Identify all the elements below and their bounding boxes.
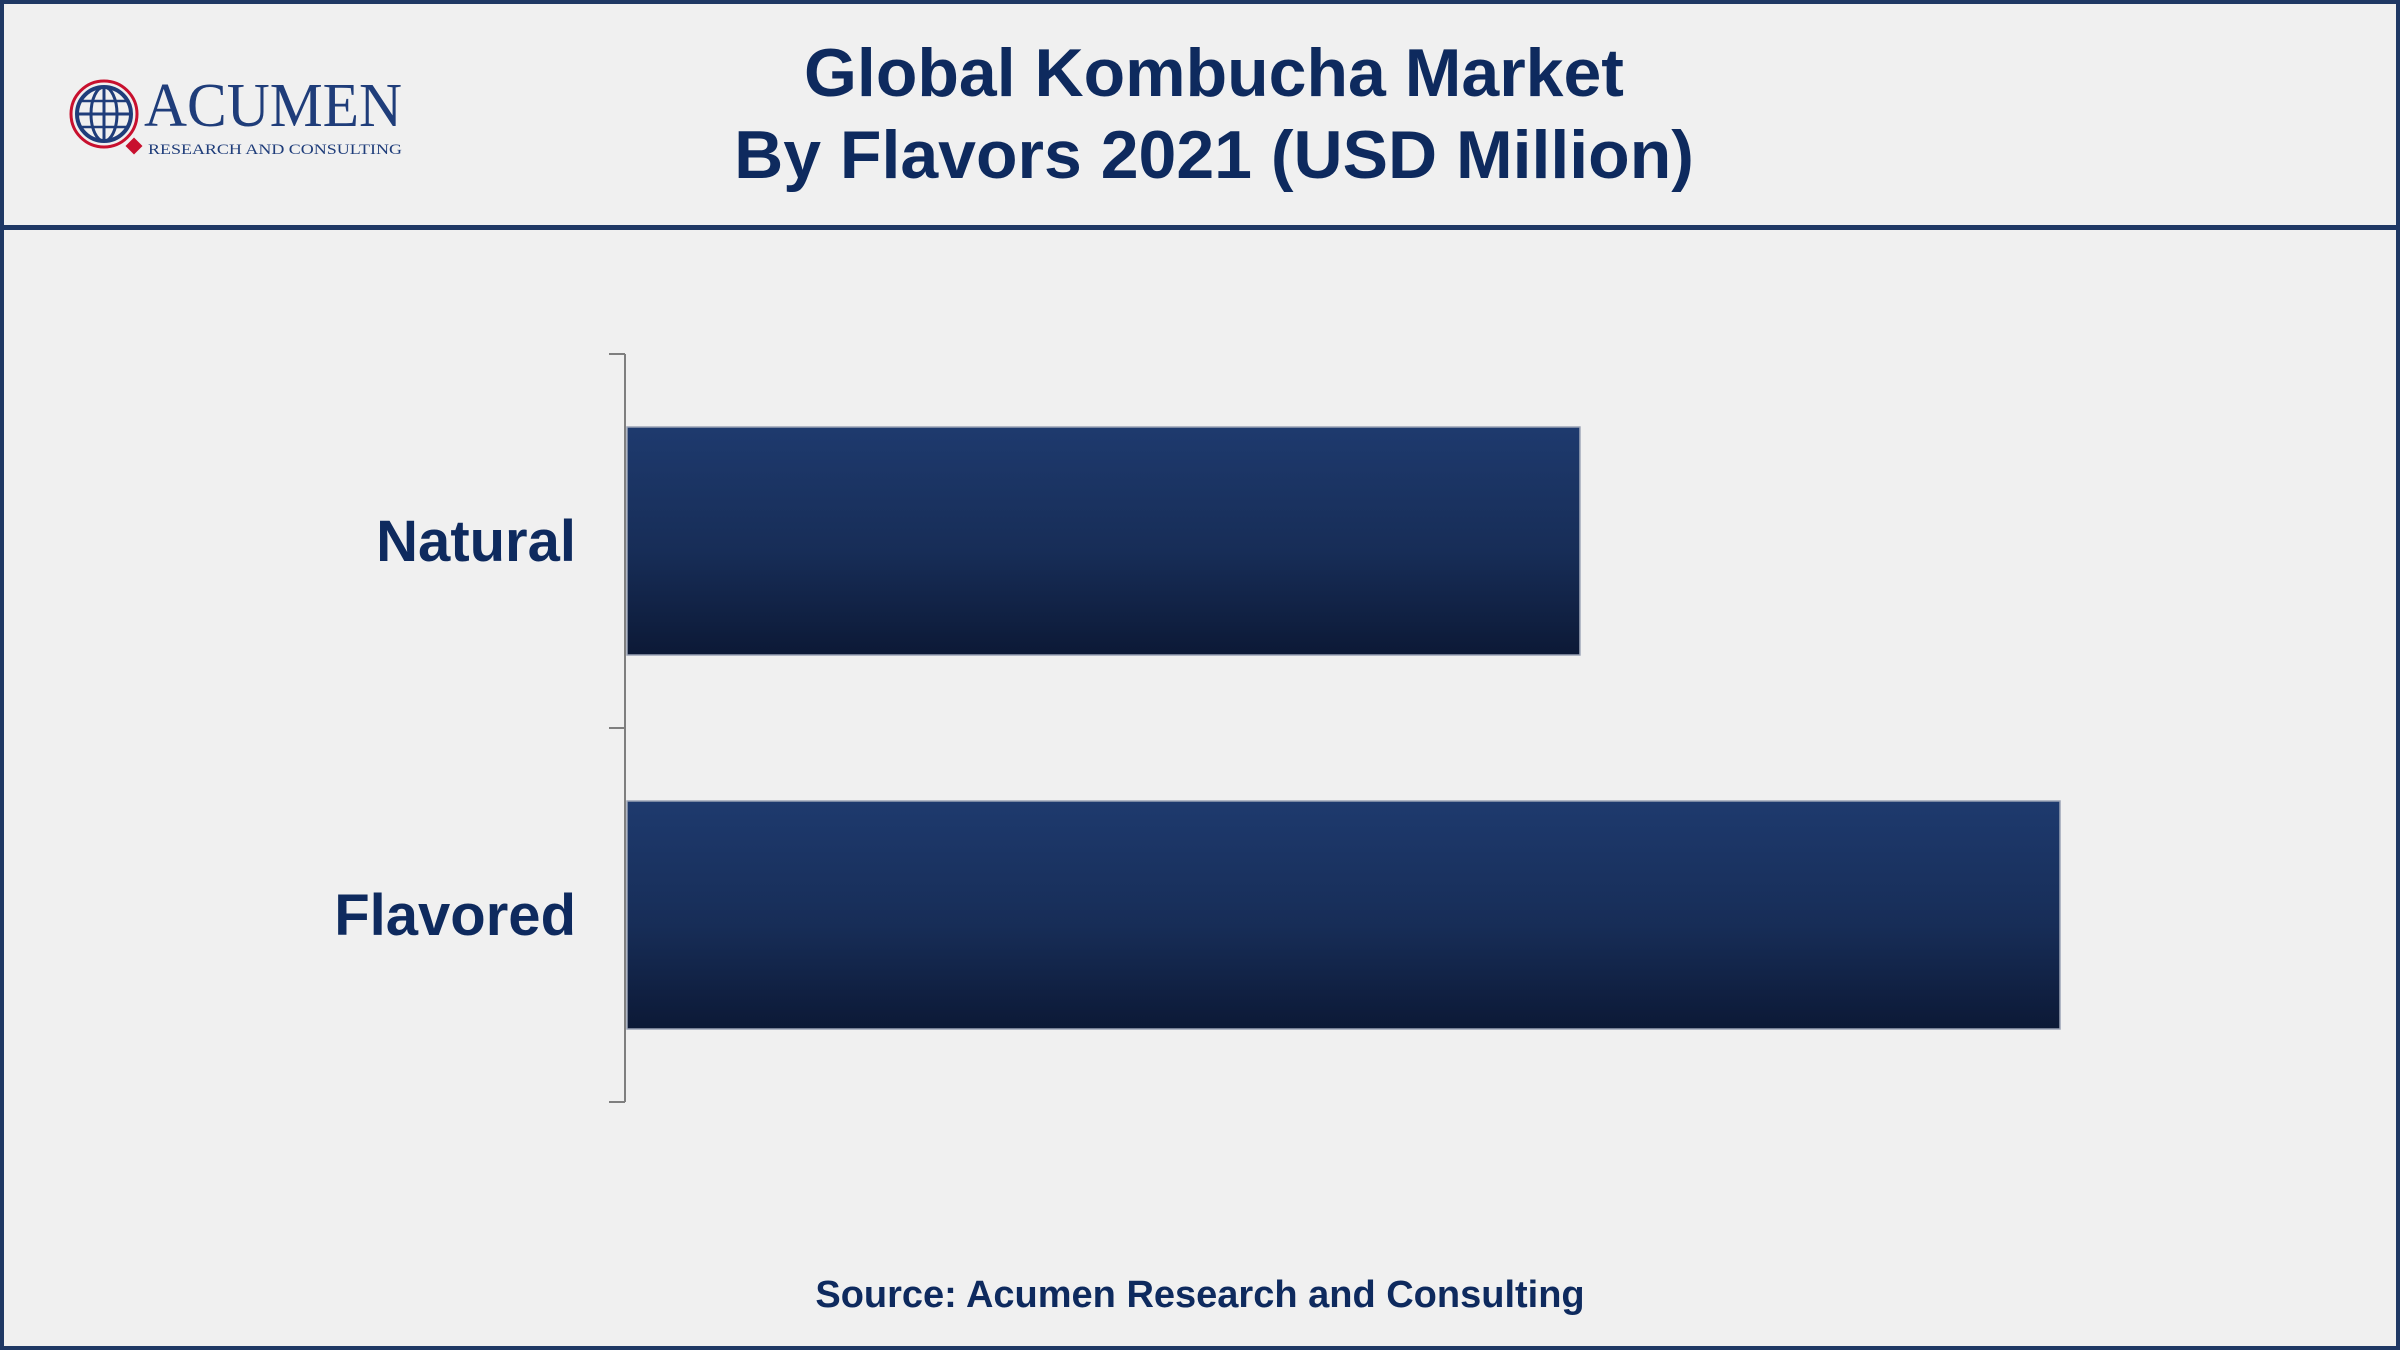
title-line-2: By Flavors 2021 (USD Million) [734, 117, 1694, 193]
source-note: Source: Acumen Research and Consulting [815, 1274, 1585, 1316]
logo-tagline: RESEARCH AND CONSULTING [148, 142, 402, 158]
title-line-1: Global Kombucha Market [804, 35, 1624, 111]
bars [626, 426, 2061, 1030]
bar-natural [626, 426, 1581, 656]
acumen-logo: ACUMEN RESEARCH AND CONSULTING [69, 72, 402, 158]
category-labels: Natural Flavored [334, 509, 576, 948]
category-axis [609, 353, 626, 1103]
globe-icon [69, 79, 143, 155]
chart-title: Global Kombucha Market By Flavors 2021 (… [404, 32, 2024, 196]
category-label-flavored: Flavored [334, 883, 576, 948]
logo-name: ACUMEN [144, 72, 402, 140]
bar-flavored [626, 800, 2061, 1030]
bar-chart: Natural Flavored [334, 353, 2061, 1103]
category-label-natural: Natural [376, 509, 576, 574]
header: ACUMEN RESEARCH AND CONSULTING Global Ko… [4, 4, 2396, 230]
